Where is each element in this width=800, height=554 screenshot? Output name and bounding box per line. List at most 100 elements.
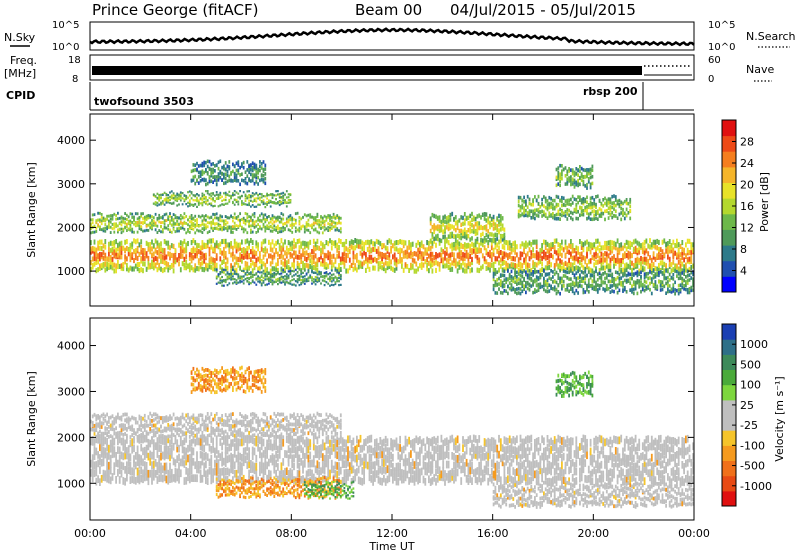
power-cell [133,222,135,226]
velocity-cell [169,462,171,471]
power-cell [654,280,657,284]
power-cell [647,276,650,281]
velocity-cell [118,461,121,470]
power-cell [620,242,623,248]
power-cell [199,179,202,183]
power-cell [266,218,268,222]
power-cell [302,215,304,219]
power-cell [129,223,132,227]
power-cell [571,289,574,294]
power-cell [111,217,114,221]
velocity-cell [255,438,258,447]
velocity-cell [133,460,135,468]
power-cell [215,240,218,246]
power-cell [163,191,166,194]
power-cell [562,247,565,253]
power-cell [170,243,173,249]
power-cell [532,209,534,214]
power-cell [681,240,684,246]
power-cell [201,192,204,195]
power-cell [329,226,331,230]
power-cell [327,273,330,276]
power-cell [214,242,216,248]
power-cell [553,266,556,272]
power-cell [113,268,116,274]
power-cell [501,256,504,262]
power-cell [100,213,103,216]
power-cell [390,245,392,251]
power-cell [217,193,220,196]
power-cell [550,269,552,273]
power-cell [244,170,247,174]
velocity-cell [241,454,243,462]
power-cell [298,221,301,225]
power-cell [190,191,193,194]
power-cell [683,257,685,263]
power-cell [454,228,457,233]
power-cell [341,259,344,265]
power-cell [219,264,222,270]
velocity-cell [187,468,189,476]
power-cell [492,266,495,272]
velocity-cell [170,451,173,459]
power-cell [332,273,335,276]
velocity-cell [239,461,241,470]
power-cell [223,268,225,271]
power-cell [573,291,576,296]
velocity-cell [192,474,195,482]
power-cell [528,263,531,269]
power-cell [561,209,563,214]
power-cell [690,264,693,270]
power-cell [476,227,479,233]
power-cell [465,253,468,259]
power-cell [294,226,297,230]
power-cell [257,167,259,172]
power-cell [561,176,563,181]
power-cell [647,258,650,264]
velocity-cell [176,439,179,447]
power-cell [97,245,99,251]
power-cell [614,241,617,247]
power-cell [492,214,495,220]
power-cell [591,254,594,260]
power-cell [442,218,445,223]
power-cell [550,284,552,289]
velocity-cell [95,435,98,444]
power-cell [393,256,396,262]
power-cell [142,212,144,216]
power-cell [273,272,276,275]
power-cell [609,257,612,263]
power-cell [539,259,542,265]
power-cell [232,245,234,251]
power-cell [183,194,186,197]
velocity-cell [197,465,200,474]
velocity-cell [260,442,263,451]
power-cell [90,249,92,255]
power-cell [257,175,259,180]
power-cell [519,255,522,261]
power-cell [607,197,610,201]
power-cell [526,211,529,215]
power-cell [251,213,254,217]
velocity-cell [181,455,184,463]
power-cell [557,250,560,256]
power-cell [257,275,259,278]
power-cell [503,235,506,241]
power-cell [607,240,610,246]
power-cell [282,191,285,194]
power-cell [158,195,161,198]
power-cell [104,261,107,267]
power-cell [496,256,499,262]
power-cell [579,213,581,218]
power-cell [300,217,303,221]
power-cell [192,255,195,261]
power-cell [143,215,146,219]
power-cell [616,257,619,263]
power-cell [688,238,691,244]
power-cell [510,256,513,262]
power-cell [622,207,624,212]
velocity-cell [185,447,188,456]
power-cell [106,256,108,262]
power-cell [625,273,628,278]
power-cell [197,224,200,228]
